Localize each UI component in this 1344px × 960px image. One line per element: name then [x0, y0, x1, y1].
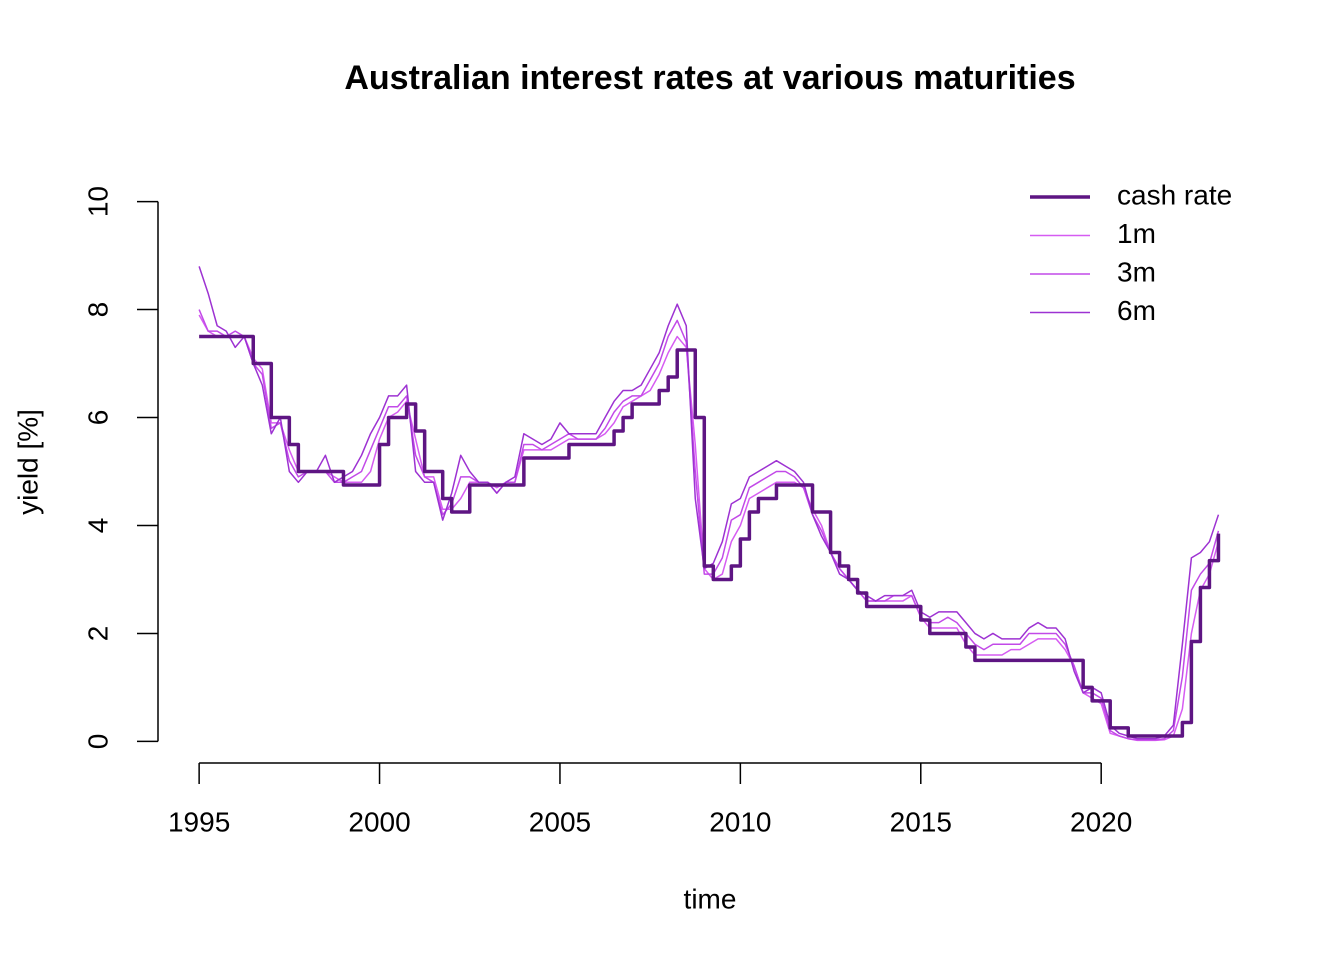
y-tick-label: 4 — [82, 518, 113, 534]
x-tick-label: 1995 — [168, 806, 230, 837]
x-tick-label: 2000 — [348, 806, 410, 837]
x-tick-label: 2010 — [709, 806, 771, 837]
y-axis-label: yield [%] — [12, 409, 43, 515]
series-line — [198, 314, 1220, 742]
y-tick-label: 10 — [82, 186, 113, 217]
y-tick-label: 0 — [82, 734, 113, 750]
legend-label: 3m — [1117, 256, 1156, 287]
x-tick-label: 2005 — [529, 806, 591, 837]
y-tick-label: 2 — [82, 626, 113, 642]
legend-label: 6m — [1117, 295, 1156, 326]
x-tick-label: 2015 — [890, 806, 952, 837]
y-tick-label: 6 — [82, 410, 113, 426]
legend-label: cash rate — [1117, 179, 1232, 210]
x-tick-label: 2020 — [1070, 806, 1132, 837]
legend-label: 1m — [1117, 218, 1156, 249]
chart-title: Australian interest rates at various mat… — [344, 59, 1075, 97]
y-tick-label: 8 — [82, 302, 113, 318]
series-line — [198, 266, 1220, 740]
series-line — [198, 309, 1220, 741]
series-line — [199, 334, 1221, 738]
x-axis-label: time — [684, 883, 737, 914]
